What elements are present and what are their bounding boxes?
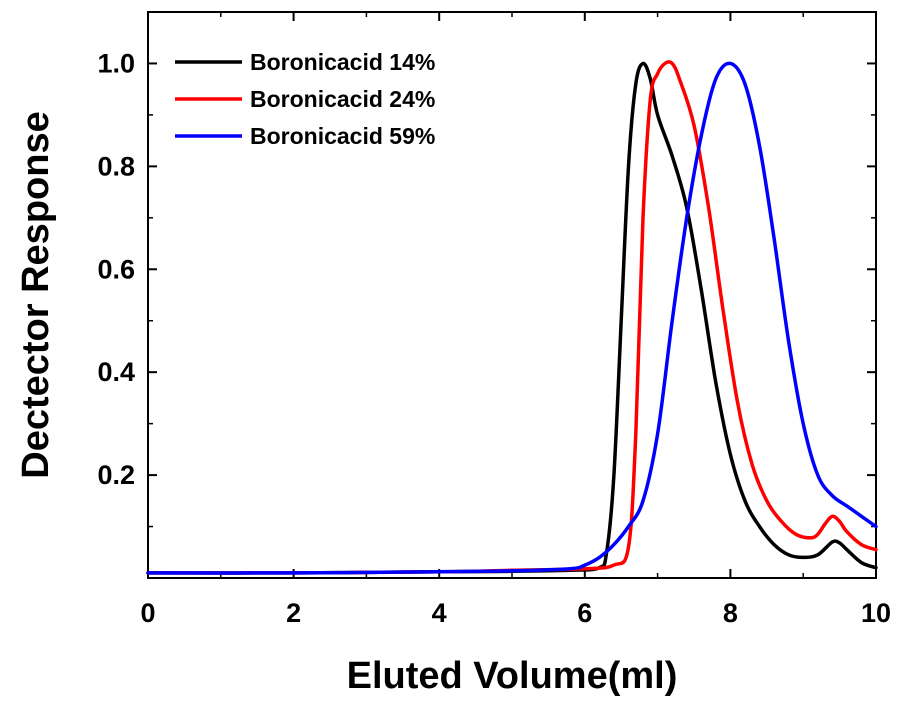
series-layer xyxy=(146,60,878,575)
x-tick-label: 2 xyxy=(286,598,301,628)
ticks-layer: 0 2 4 6 8 10 0.2 0.4 0.6 0.8 1.0 xyxy=(97,12,891,628)
y-axis-title: Dectector Response xyxy=(15,111,57,478)
y-tick-label: 0.6 xyxy=(97,254,135,284)
y-tick-label: 0.8 xyxy=(97,151,135,181)
x-axis-title: Eluted Volume(ml) xyxy=(347,655,678,697)
y-tick-label: 0.2 xyxy=(97,460,135,490)
x-tick-label: 8 xyxy=(723,598,738,628)
legend-label-2: Boronicacid 24% xyxy=(250,86,435,112)
series-line-3 xyxy=(146,61,878,575)
y-tick-label: 1.0 xyxy=(97,48,135,78)
y-tick-label: 0.4 xyxy=(97,357,135,387)
series-line-2 xyxy=(146,60,878,575)
legend: Boronicacid 14% Boronicacid 24% Boronicaci… xyxy=(175,49,435,149)
legend-label-3: Boronicacid 59% xyxy=(250,123,435,149)
x-tick-label: 6 xyxy=(577,598,592,628)
x-tick-label: 0 xyxy=(140,598,155,628)
legend-label-1: Boronicacid 14% xyxy=(250,49,435,75)
x-tick-label: 10 xyxy=(861,598,891,628)
x-tick-label: 4 xyxy=(432,598,447,628)
